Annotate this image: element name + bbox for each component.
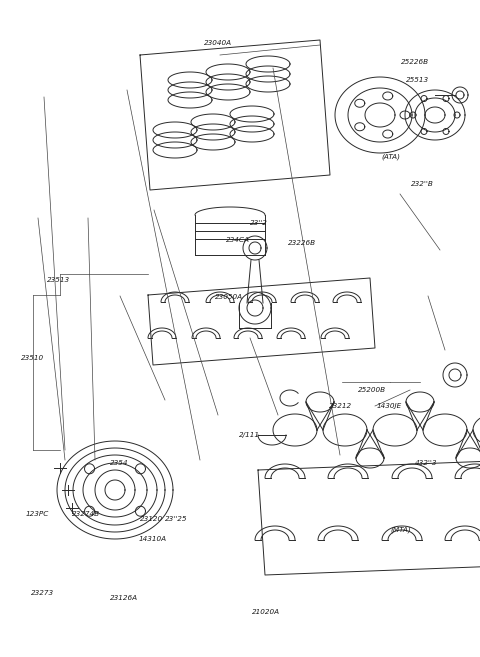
Text: (ATA): (ATA) xyxy=(382,153,401,160)
Text: 2354: 2354 xyxy=(110,459,128,466)
Text: 14310A: 14310A xyxy=(139,535,167,542)
Text: 23120: 23120 xyxy=(140,516,163,522)
Text: (MTA): (MTA) xyxy=(390,526,411,533)
Text: 232''B: 232''B xyxy=(411,181,434,187)
Text: 23273: 23273 xyxy=(31,590,54,597)
Text: 23040A: 23040A xyxy=(204,39,232,46)
Text: 23274B: 23274B xyxy=(72,510,100,517)
Text: 25226B: 25226B xyxy=(401,59,429,66)
Text: 2/111: 2/111 xyxy=(239,432,260,438)
Text: 21020A: 21020A xyxy=(252,609,280,616)
Text: 1430JE: 1430JE xyxy=(376,403,401,409)
Text: 23510: 23510 xyxy=(21,355,44,361)
Text: 23050A: 23050A xyxy=(216,294,243,300)
Text: 23212: 23212 xyxy=(329,403,352,409)
Text: 25200B: 25200B xyxy=(358,387,386,394)
Text: 23''2: 23''2 xyxy=(250,220,268,227)
Text: 432''3: 432''3 xyxy=(415,459,437,466)
Text: 23513: 23513 xyxy=(47,277,70,283)
Text: 23226B: 23226B xyxy=(288,240,316,246)
Text: 23126A: 23126A xyxy=(110,595,138,601)
Text: 25513: 25513 xyxy=(406,77,429,83)
Text: 123PC: 123PC xyxy=(26,510,49,517)
Text: 234CA: 234CA xyxy=(226,237,250,243)
Text: 23''25: 23''25 xyxy=(165,516,187,522)
